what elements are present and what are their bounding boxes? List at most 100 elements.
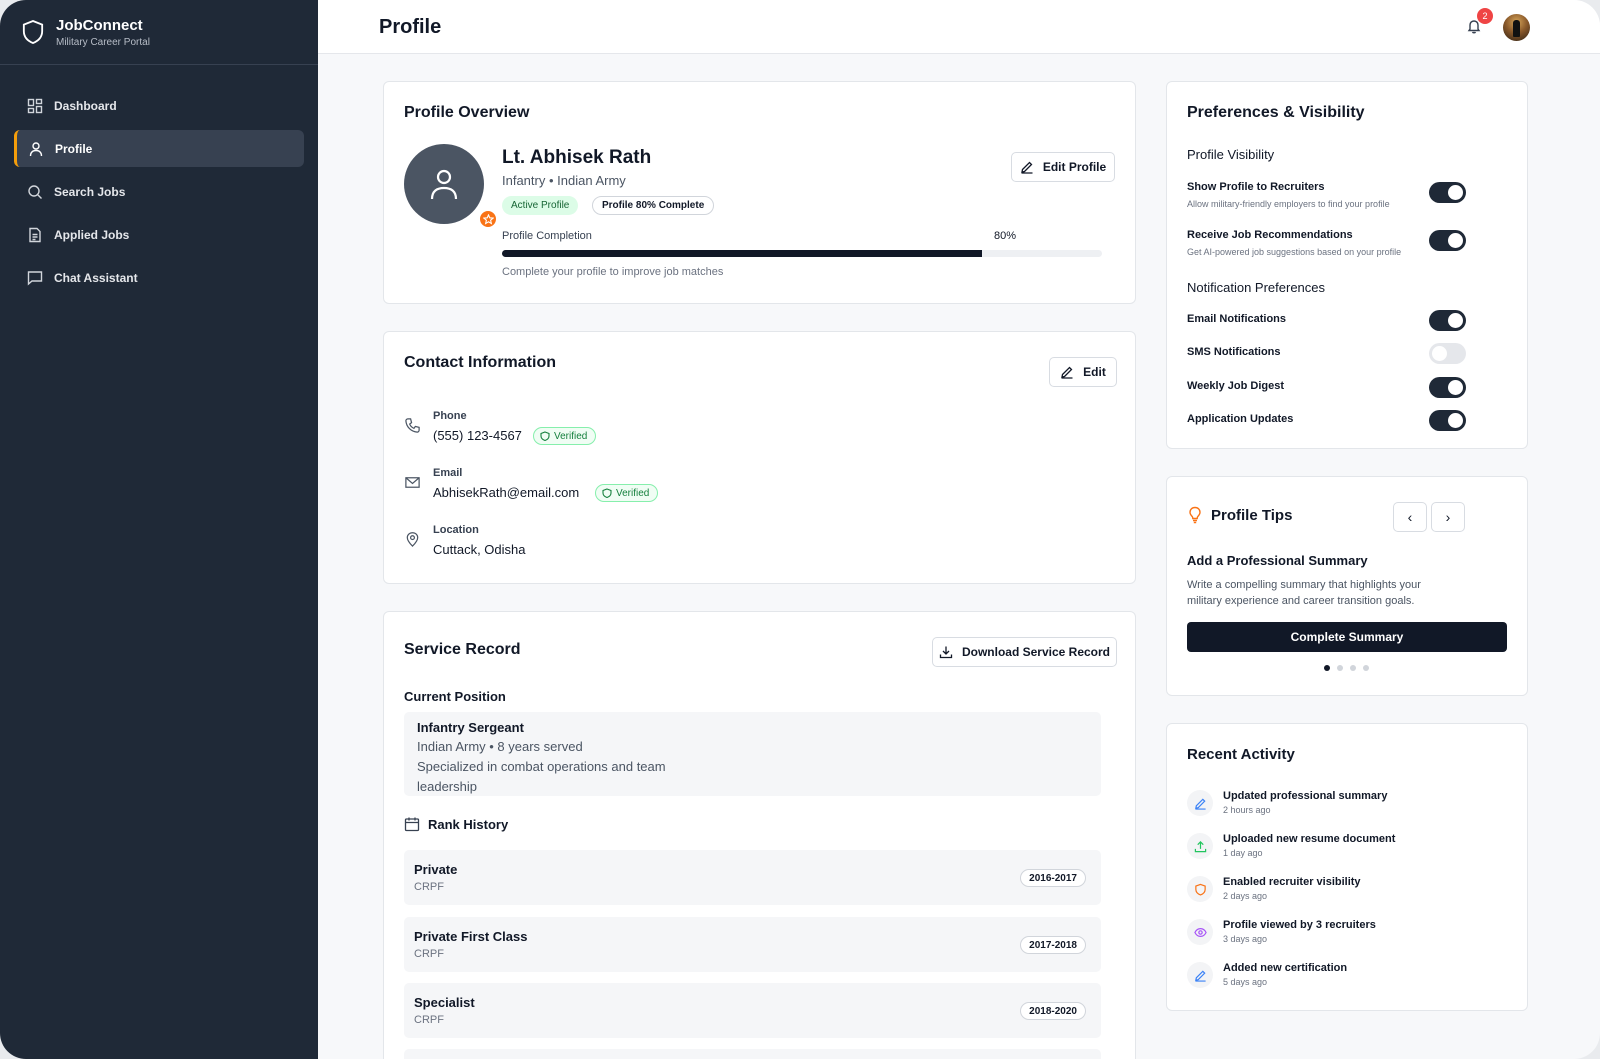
email-value: AbhisekRath@email.com [433,485,580,500]
activity-item[interactable]: Updated professional summary 2 hours ago [1187,787,1507,827]
sidebar-item-chat-assistant[interactable]: Chat Assistant [14,259,304,296]
user-avatar[interactable] [1503,14,1530,41]
pagination-dot[interactable] [1350,665,1356,671]
rank-title: Private First Class [414,929,528,944]
edit-contact-button[interactable]: Edit [1049,357,1117,387]
profile-name: Lt. Abhisek Rath [502,147,652,168]
pagination-dot[interactable] [1337,665,1343,671]
button-label: Download Service Record [961,645,1111,659]
chevron-left-icon: ‹ [1407,509,1413,525]
activity-text: Added new certification [1223,962,1348,974]
app-name: JobConnect [56,16,143,34]
profile-tips-header: Profile Tips [1187,506,1292,524]
rank-item [404,1049,1101,1059]
rank-unit: CRPF [414,1014,444,1026]
download-icon [939,646,953,659]
user-icon [29,141,43,156]
page-title: Profile [379,16,442,38]
position-meta: Indian Army • 8 years served [417,739,583,754]
complete-summary-button[interactable]: Complete Summary [1187,622,1507,652]
completion-progress-fill [502,250,982,257]
app-tagline: Military Career Portal [56,36,150,48]
brand[interactable]: JobConnect Military Career Portal [0,0,318,65]
mail-icon [405,477,420,488]
current-position-label: Current Position [404,689,506,704]
profile-avatar[interactable] [404,144,484,224]
pencil-icon [1187,790,1213,816]
sidebar-item-label: Applied Jobs [54,227,130,242]
rank-years: 2016-2017 [1020,869,1086,887]
rank-title: Specialist [414,995,475,1010]
activity-time: 5 days ago [1223,977,1268,987]
activity-time: 2 days ago [1223,891,1268,901]
activity-item[interactable]: Uploaded new resume document 1 day ago [1187,830,1507,870]
sidebar-item-dashboard[interactable]: Dashboard [14,87,304,124]
application-updates-toggle[interactable] [1429,410,1466,431]
sidebar-nav: Dashboard Profile Search Jobs Applied Jo… [0,65,318,324]
tips-next-button[interactable]: › [1431,502,1465,532]
phone-label: Phone [433,410,467,422]
shield-icon [602,488,612,498]
show-profile-toggle[interactable] [1429,182,1466,203]
rank-history-header: Rank History [404,816,508,832]
rank-unit: CRPF [414,948,444,960]
rank-unit: CRPF [414,881,444,893]
rank-item: Private CRPF 2016-2017 [404,850,1101,905]
bell-icon[interactable] [1466,18,1482,34]
sidebar-item-label: Search Jobs [54,184,126,199]
sidebar: JobConnect Military Career Portal Dashbo… [0,0,318,1059]
pencil-icon [1187,962,1213,988]
email-notifications-toggle[interactable] [1429,310,1466,331]
completion-label: Profile Completion [502,230,592,242]
edit-profile-button[interactable]: Edit Profile [1011,152,1115,182]
sidebar-item-label: Profile [55,141,93,156]
activity-text: Uploaded new resume document [1223,833,1396,845]
rank-years: 2017-2018 [1020,936,1086,954]
sms-notifications-toggle[interactable] [1429,343,1466,364]
weekly-digest-label: Weekly Job Digest [1187,380,1284,392]
completion-badge: Profile 80% Complete [592,196,715,215]
completion-value: 80% [994,230,1017,242]
preferences-card: Preferences & Visibility Profile Visibil… [1166,81,1528,449]
rank-history-label: Rank History [428,816,509,832]
email-verified-badge: Verified [595,484,659,502]
active-profile-badge: Active Profile [502,196,579,215]
top-header: Profile 2 [318,0,1600,54]
pagination-dot[interactable] [1363,665,1369,671]
calendar-icon [404,817,420,832]
activity-time: 3 days ago [1223,934,1268,944]
tips-previous-button[interactable]: ‹ [1393,502,1427,532]
job-recommendations-toggle[interactable] [1429,230,1466,251]
rank-title: Private [414,862,458,877]
notification-badge: 2 [1477,8,1493,24]
search-icon [28,184,42,199]
sidebar-item-profile[interactable]: Profile [14,130,304,167]
activity-item[interactable]: Added new certification 5 days ago [1187,959,1507,999]
rank-years: 2018-2020 [1020,1002,1086,1020]
activity-text: Profile viewed by 3 recruiters [1223,919,1376,931]
rank-item: Specialist CRPF 2018-2020 [404,983,1101,1038]
shield-icon [540,431,550,441]
lightbulb-icon [1189,506,1201,524]
activity-item[interactable]: Enabled recruiter visibility 2 days ago [1187,873,1507,913]
recent-activity-card: Recent Activity Updated professional sum… [1166,723,1528,1011]
activity-text: Enabled recruiter visibility [1223,876,1361,888]
button-label: Edit Profile [1042,160,1107,174]
pagination-dot[interactable] [1324,665,1330,671]
grid-icon [27,98,43,113]
shield-icon [1187,876,1213,902]
service-record-card: Service Record Download Service Record C… [383,611,1136,1059]
chat-icon [27,270,43,286]
sidebar-item-search-jobs[interactable]: Search Jobs [14,173,304,210]
sidebar-item-applied-jobs[interactable]: Applied Jobs [14,216,304,253]
location-value: Cuttack, Odisha [433,542,526,557]
weekly-digest-toggle[interactable] [1429,377,1466,398]
button-label: Edit [1083,365,1106,379]
job-recommendations-label: Receive Job Recommendations [1187,229,1353,241]
shield-logo-icon [22,20,44,44]
position-description: leadership [417,779,477,794]
profile-subtitle: Infantry • Indian Army [502,173,626,188]
activity-item[interactable]: Profile viewed by 3 recruiters 3 days ag… [1187,916,1507,956]
download-service-record-button[interactable]: Download Service Record [932,637,1117,667]
